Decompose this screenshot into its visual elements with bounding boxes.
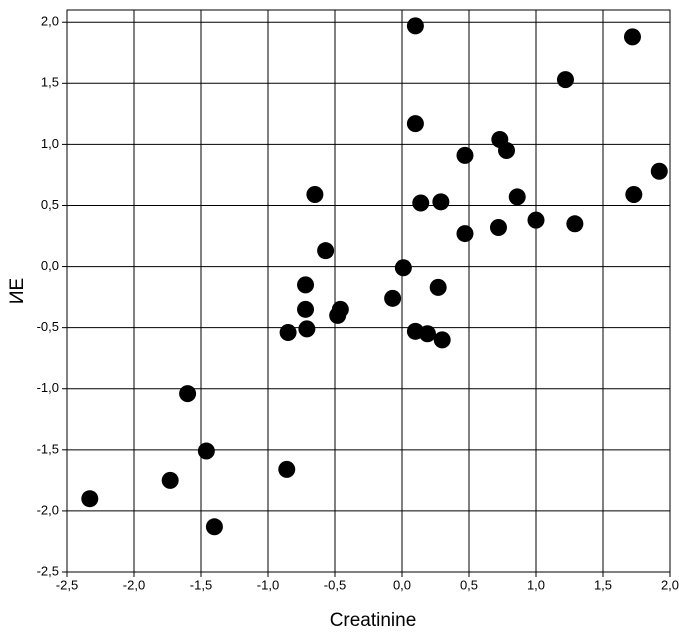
point (429, 278, 447, 296)
point (329, 306, 347, 324)
point (432, 193, 450, 211)
point (566, 215, 584, 233)
x-tick-label: 0,0 (393, 577, 411, 592)
x-tick-label: -1,0 (257, 577, 279, 592)
point (179, 385, 197, 403)
y-tick-label: 1,5 (41, 75, 59, 90)
point (297, 300, 315, 318)
x-tick-label: -1,5 (190, 577, 212, 592)
y-tick-label: -0,5 (37, 319, 59, 334)
point (317, 242, 335, 260)
point (394, 259, 412, 277)
x-axis-label: Creatinine (330, 610, 417, 631)
point (556, 71, 574, 89)
x-tick-label: 1,0 (527, 577, 545, 592)
point (81, 490, 99, 508)
point (412, 194, 430, 212)
point (418, 325, 436, 343)
point (161, 471, 179, 489)
plot-frame (66, 9, 671, 573)
y-tick-label: -1,5 (37, 441, 59, 456)
y-tick-label: 2,0 (41, 14, 59, 29)
y-tick-label: 0,5 (41, 197, 59, 212)
y-tick-label: -2,5 (37, 563, 59, 578)
point (489, 218, 507, 236)
x-tick-label: -2,0 (123, 577, 145, 592)
point (456, 146, 474, 164)
y-tick-label: -2,0 (37, 502, 59, 517)
x-tick-label: -0,5 (324, 577, 346, 592)
point (433, 331, 451, 349)
point (650, 162, 668, 180)
point (298, 320, 316, 338)
x-tick-label: 2,0 (661, 577, 679, 592)
point (297, 276, 315, 294)
point (406, 17, 424, 35)
point (279, 324, 297, 342)
point (197, 442, 215, 460)
x-tick-label: -2,5 (56, 577, 78, 592)
point (508, 188, 526, 206)
point (527, 211, 545, 229)
y-tick-label: 1,0 (41, 136, 59, 151)
y-tick-label: -1,0 (37, 380, 59, 395)
point (498, 142, 516, 159)
point (278, 460, 296, 478)
point (456, 225, 474, 243)
x-tick-label: 1,5 (594, 577, 612, 592)
point (406, 115, 424, 133)
point (623, 28, 641, 46)
y-tick-label: 0,0 (41, 258, 59, 273)
y-axis-label: ИЕ (7, 278, 28, 304)
point (205, 518, 223, 536)
point (306, 185, 324, 203)
point (625, 185, 643, 203)
x-tick-label: 0,5 (460, 577, 478, 592)
point (384, 289, 402, 307)
